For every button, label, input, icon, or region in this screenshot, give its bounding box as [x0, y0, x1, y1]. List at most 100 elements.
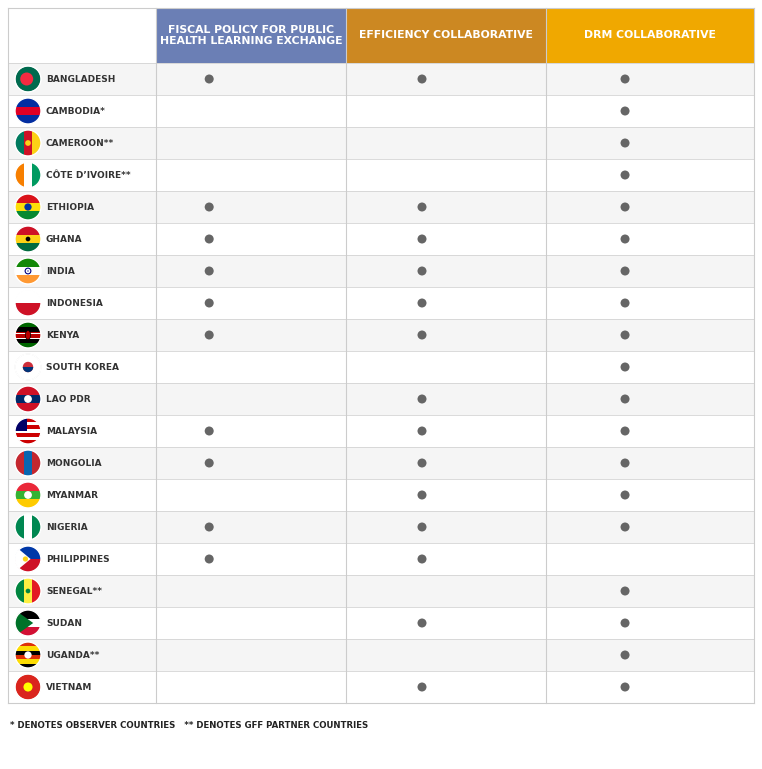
Circle shape	[24, 395, 32, 403]
Text: VIETNAM: VIETNAM	[46, 683, 92, 691]
FancyBboxPatch shape	[15, 655, 41, 659]
Circle shape	[15, 98, 41, 124]
Circle shape	[205, 235, 213, 244]
Circle shape	[418, 235, 427, 244]
FancyBboxPatch shape	[15, 303, 41, 316]
FancyBboxPatch shape	[15, 499, 41, 508]
Text: * DENOTES OBSERVER COUNTRIES   ** DENOTES GFF PARTNER COUNTRIES: * DENOTES OBSERVER COUNTRIES ** DENOTES …	[10, 721, 368, 730]
Circle shape	[620, 651, 629, 660]
FancyBboxPatch shape	[15, 275, 41, 284]
FancyBboxPatch shape	[8, 671, 754, 703]
FancyBboxPatch shape	[8, 543, 754, 575]
FancyBboxPatch shape	[8, 255, 754, 287]
Text: ETHIOPIA: ETHIOPIA	[46, 202, 94, 211]
FancyBboxPatch shape	[15, 546, 41, 559]
FancyBboxPatch shape	[24, 130, 32, 156]
FancyBboxPatch shape	[8, 63, 754, 95]
FancyBboxPatch shape	[15, 450, 24, 476]
FancyBboxPatch shape	[32, 162, 41, 188]
FancyBboxPatch shape	[15, 322, 41, 327]
Circle shape	[620, 106, 629, 115]
Circle shape	[15, 162, 41, 188]
FancyBboxPatch shape	[15, 441, 41, 444]
FancyBboxPatch shape	[15, 203, 41, 211]
Text: GHANA: GHANA	[46, 235, 82, 244]
FancyBboxPatch shape	[15, 115, 41, 124]
Circle shape	[26, 588, 30, 594]
FancyBboxPatch shape	[8, 415, 754, 447]
Circle shape	[23, 557, 28, 561]
FancyBboxPatch shape	[32, 450, 41, 476]
Text: DRM COLLABORATIVE: DRM COLLABORATIVE	[584, 31, 716, 41]
FancyBboxPatch shape	[8, 447, 754, 479]
FancyBboxPatch shape	[15, 338, 41, 339]
Circle shape	[418, 618, 427, 628]
Circle shape	[15, 290, 41, 316]
Text: SUDAN: SUDAN	[46, 618, 82, 628]
Text: KENYA: KENYA	[46, 331, 79, 339]
FancyBboxPatch shape	[8, 575, 754, 607]
FancyBboxPatch shape	[15, 130, 24, 156]
FancyBboxPatch shape	[8, 511, 754, 543]
Text: INDONESIA: INDONESIA	[46, 298, 103, 308]
FancyBboxPatch shape	[8, 191, 754, 223]
Circle shape	[24, 682, 33, 691]
FancyBboxPatch shape	[32, 514, 41, 540]
Text: MALAYSIA: MALAYSIA	[46, 427, 97, 435]
Circle shape	[620, 491, 629, 500]
Circle shape	[620, 683, 629, 691]
FancyBboxPatch shape	[15, 418, 27, 431]
FancyBboxPatch shape	[15, 258, 41, 267]
FancyBboxPatch shape	[156, 8, 346, 63]
Text: LAO PDR: LAO PDR	[46, 394, 91, 404]
Circle shape	[15, 418, 41, 444]
Circle shape	[418, 298, 427, 308]
Circle shape	[15, 66, 41, 92]
Text: EFFICIENCY COLLABORATIVE: EFFICIENCY COLLABORATIVE	[359, 31, 533, 41]
Circle shape	[15, 610, 41, 636]
Circle shape	[418, 458, 427, 468]
Circle shape	[15, 354, 41, 380]
Circle shape	[205, 75, 213, 84]
Ellipse shape	[25, 331, 30, 340]
Text: CAMEROON**: CAMEROON**	[46, 138, 114, 148]
Text: SENEGAL**: SENEGAL**	[46, 587, 102, 595]
FancyBboxPatch shape	[15, 327, 41, 332]
Circle shape	[24, 203, 32, 211]
FancyBboxPatch shape	[15, 646, 41, 651]
FancyBboxPatch shape	[15, 578, 24, 604]
Circle shape	[15, 66, 41, 92]
Circle shape	[21, 72, 34, 85]
Circle shape	[24, 651, 32, 658]
FancyBboxPatch shape	[8, 351, 754, 383]
FancyBboxPatch shape	[8, 383, 754, 415]
FancyBboxPatch shape	[32, 130, 41, 156]
FancyBboxPatch shape	[15, 421, 41, 425]
FancyBboxPatch shape	[15, 394, 41, 403]
FancyBboxPatch shape	[15, 226, 41, 235]
FancyBboxPatch shape	[24, 514, 32, 540]
FancyBboxPatch shape	[8, 127, 754, 159]
Text: CÔTE D’IVOIRE**: CÔTE D’IVOIRE**	[46, 171, 130, 179]
Circle shape	[620, 235, 629, 244]
Text: INDIA: INDIA	[46, 267, 75, 275]
Circle shape	[620, 587, 629, 595]
Circle shape	[23, 361, 34, 372]
Circle shape	[620, 138, 629, 148]
Circle shape	[205, 202, 213, 211]
Circle shape	[205, 298, 213, 308]
Circle shape	[205, 427, 213, 435]
Circle shape	[620, 362, 629, 371]
Text: PHILIPPINES: PHILIPPINES	[46, 554, 110, 564]
FancyBboxPatch shape	[15, 619, 41, 628]
Circle shape	[418, 683, 427, 691]
FancyBboxPatch shape	[15, 628, 41, 636]
Circle shape	[15, 450, 41, 476]
Circle shape	[620, 522, 629, 531]
Circle shape	[418, 394, 427, 404]
Circle shape	[620, 298, 629, 308]
FancyBboxPatch shape	[32, 578, 41, 604]
FancyBboxPatch shape	[15, 107, 41, 115]
Circle shape	[620, 458, 629, 468]
Circle shape	[15, 226, 41, 252]
